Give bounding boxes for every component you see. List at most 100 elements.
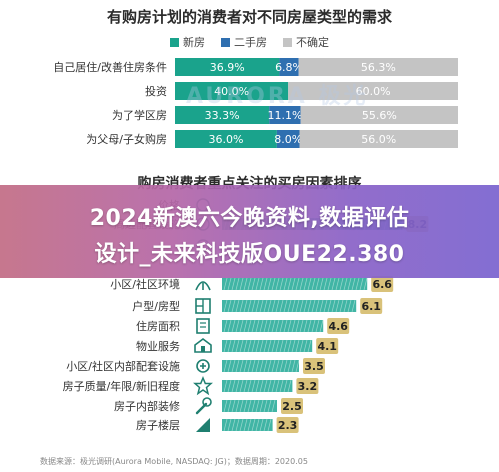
bar-hatch [267,399,272,413]
bar-hatch [287,277,292,291]
bar-hatch [279,339,284,353]
factor-bar [222,278,368,290]
data-source-note: 数据来源：极光调研(Aurora Mobile, NASDAQ: JG)；数据周… [40,457,308,466]
bar-hatch [291,359,296,373]
bar-hatch [283,299,288,313]
bar-hatch [255,277,260,291]
bar-hatch [243,418,248,432]
bar-hatch [231,379,236,393]
bar-hatch [279,379,284,393]
bar-hatch [359,277,364,291]
bar-hatch [243,339,248,353]
bar-hatch [243,379,248,393]
bar-hatch [335,277,340,291]
bar-hatch [331,299,336,313]
bar-hatch [271,379,276,393]
bar-hatch [291,319,296,333]
factor-label: 物业服务 [136,339,180,353]
bar-hatch [223,339,228,353]
bar-hatch [251,339,256,353]
bar-segment [175,130,277,148]
bar-hatch [235,299,240,313]
bar-hatch [259,379,264,393]
bar-hatch [239,319,244,333]
factor-bar [222,360,299,372]
bar-hatch [263,418,268,432]
bar-hatch [267,418,272,432]
bar-hatch [235,339,240,353]
bar-hatch [247,299,252,313]
bar-hatch [287,379,292,393]
row-label: 为父母/子女购房 [86,132,167,146]
bar-hatch [315,277,320,291]
bar-hatch [223,379,228,393]
bar-hatch [239,399,244,413]
bar-hatch [267,339,272,353]
bar-hatch [307,339,312,353]
value-box [296,378,319,394]
factor-bar [222,419,273,431]
bar-hatch [307,277,312,291]
bar-hatch [255,418,260,432]
bar-hatch [227,277,232,291]
quality-icon [193,376,213,396]
bar-hatch [271,339,276,353]
bar-hatch [263,359,268,373]
bar-hatch [299,319,304,333]
bar-hatch [255,379,260,393]
bar-hatch [247,277,252,291]
bar-hatch [343,277,348,291]
bar-hatch [319,299,324,313]
bar-hatch [255,359,260,373]
bar-hatch [231,399,236,413]
bar-hatch [243,277,248,291]
bar-hatch [243,319,248,333]
bar-value-label: 36.9% [210,61,245,74]
value-box [316,338,339,354]
bar-segment [175,106,270,124]
bar-hatch [251,399,256,413]
factor-value-label: 4.1 [317,340,337,353]
bar-hatch [287,339,292,353]
bar-hatch [239,299,244,313]
bar-hatch [307,319,312,333]
bar-segment [175,58,280,76]
row-label: 为了学区房 [112,108,167,122]
bar-hatch [259,277,264,291]
bar-hatch [271,399,276,413]
bar-hatch [275,339,280,353]
factor-bar [222,320,324,332]
area-icon [196,318,210,334]
bar-hatch [303,277,308,291]
bar-segment [279,58,299,76]
factor-value-label: 3.5 [304,360,324,373]
bar-hatch [251,299,256,313]
bar-hatch [223,299,228,313]
bar-value-label: 55.6% [362,109,397,122]
bar-hatch [239,339,244,353]
bar-hatch [271,299,276,313]
bar-hatch [287,319,292,333]
factor-label: 住房面积 [136,319,180,333]
bar-value-label: 36.0% [208,133,243,146]
legend-swatch-new [170,37,179,47]
value-box [276,417,299,433]
bar-hatch [255,299,260,313]
bar-hatch [323,299,328,313]
bar-hatch [303,339,308,353]
floorplan-icon [195,298,211,314]
banner-headline-line2: 设计_未来科技版OUE22.380 [94,242,405,267]
factor-label: 小区/社区环境 [110,277,180,291]
legend-label-unsure: 不确定 [296,36,329,49]
bar-hatch [235,379,240,393]
bar-hatch [243,359,248,373]
bar-hatch [323,277,328,291]
bar-hatch [319,277,324,291]
bar-hatch [259,359,264,373]
bar-hatch [223,359,228,373]
bar-hatch [311,319,316,333]
bar-hatch [247,399,252,413]
bar-hatch [279,319,284,333]
bar-hatch [315,299,320,313]
bar-hatch [347,299,352,313]
